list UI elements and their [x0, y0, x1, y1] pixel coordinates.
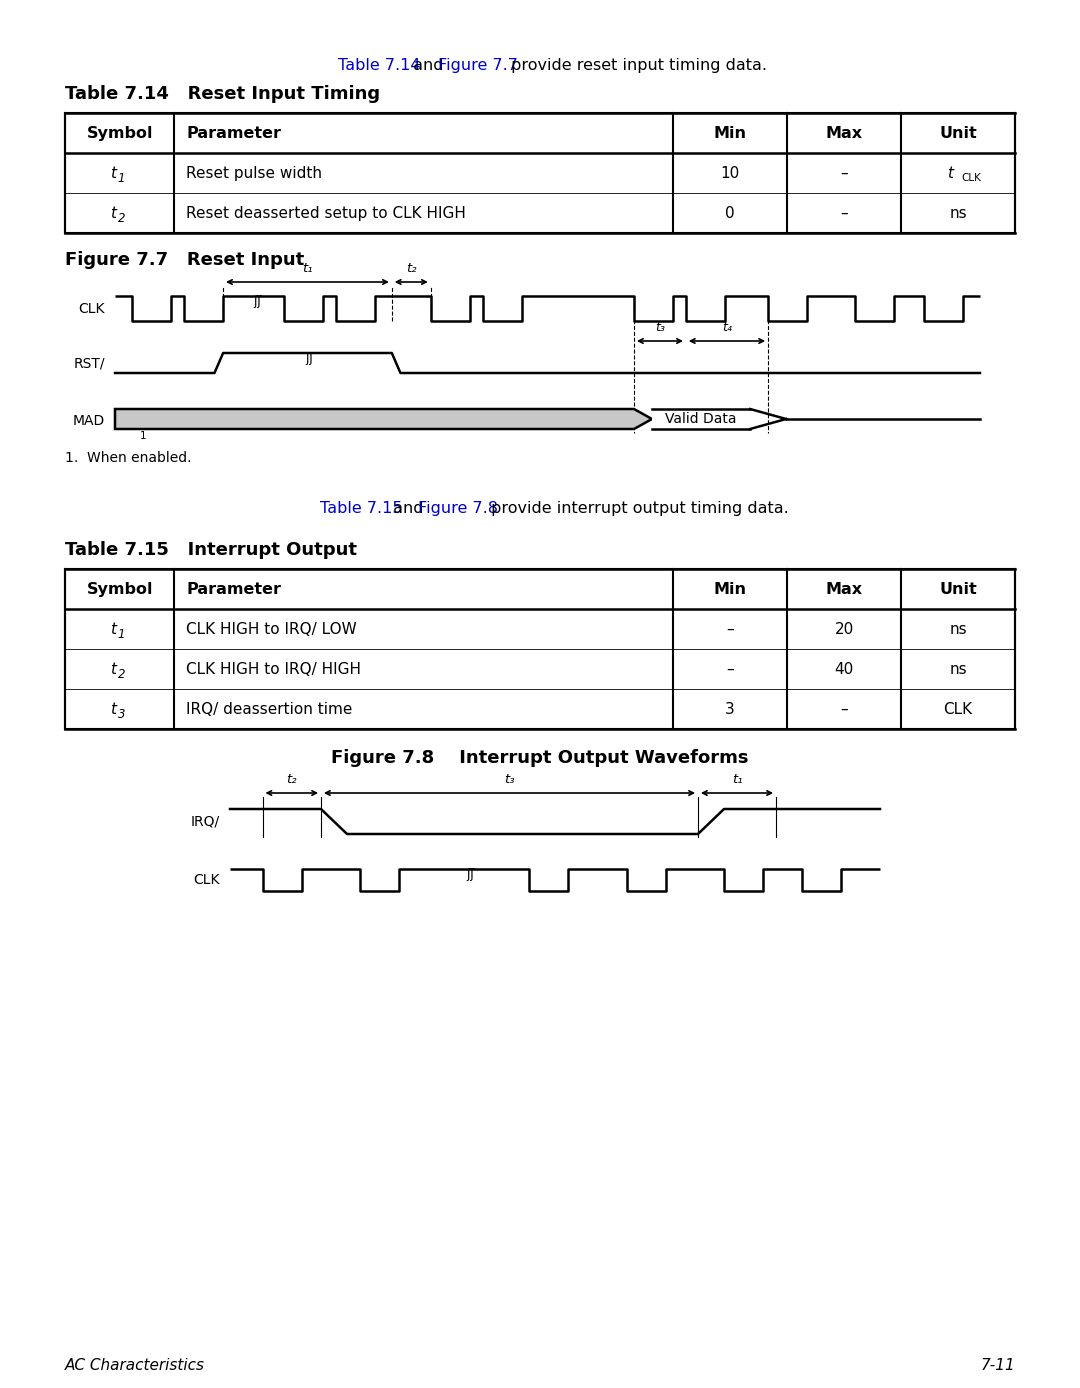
Text: Figure 7.8    Interrupt Output Waveforms: Figure 7.8 Interrupt Output Waveforms: [332, 750, 748, 768]
Text: CLK: CLK: [944, 701, 973, 716]
Text: Min: Min: [714, 582, 746, 597]
Text: AC Characteristics: AC Characteristics: [65, 1357, 205, 1373]
Text: Reset deasserted setup to CLK HIGH: Reset deasserted setup to CLK HIGH: [186, 205, 467, 221]
Text: Parameter: Parameter: [186, 125, 281, 140]
Text: provide reset input timing data.: provide reset input timing data.: [507, 58, 768, 74]
Text: –: –: [840, 701, 848, 716]
Text: Parameter: Parameter: [186, 582, 281, 597]
Text: Unit: Unit: [940, 582, 977, 597]
Text: 0: 0: [725, 205, 734, 221]
Text: IRQ/: IRQ/: [191, 815, 220, 829]
Text: RST/: RST/: [73, 355, 105, 371]
Text: ʃʃ: ʃʃ: [467, 868, 475, 881]
Text: CLK: CLK: [961, 174, 981, 183]
Text: t: t: [110, 662, 116, 676]
Text: t: t: [110, 622, 116, 637]
Text: t: t: [947, 165, 953, 180]
Text: Table 7.15   Interrupt Output: Table 7.15 Interrupt Output: [65, 541, 357, 559]
Text: –: –: [840, 205, 848, 221]
Text: IRQ/ deassertion time: IRQ/ deassertion time: [186, 701, 353, 716]
Text: t₄: t₄: [723, 321, 732, 335]
Text: Table 7.15: Table 7.15: [320, 501, 402, 516]
Polygon shape: [114, 409, 652, 429]
Text: Valid Data: Valid Data: [665, 412, 737, 426]
Text: ʃʃ: ʃʃ: [254, 296, 262, 308]
Text: Figure 7.7   Reset Input: Figure 7.7 Reset Input: [65, 251, 305, 269]
Text: 1.  When enabled.: 1. When enabled.: [65, 451, 191, 465]
Text: ʃʃ: ʃʃ: [306, 353, 314, 365]
Text: 1: 1: [140, 432, 147, 441]
Text: and: and: [408, 58, 449, 74]
Text: 2: 2: [118, 668, 125, 680]
Text: Max: Max: [825, 125, 863, 140]
Text: t₂: t₂: [406, 262, 417, 275]
Text: 10: 10: [720, 165, 740, 180]
Text: t₁: t₁: [731, 773, 742, 786]
Text: t₂: t₂: [286, 773, 297, 786]
Text: Figure 7.8: Figure 7.8: [418, 501, 498, 516]
Text: 40: 40: [835, 662, 853, 676]
Text: provide interrupt output timing data.: provide interrupt output timing data.: [486, 501, 788, 516]
Text: CLK: CLK: [193, 873, 220, 887]
Text: Symbol: Symbol: [86, 582, 153, 597]
Text: Reset pulse width: Reset pulse width: [186, 165, 322, 180]
Text: t₃: t₃: [654, 321, 665, 335]
Text: CLK: CLK: [79, 301, 105, 315]
Text: Table 7.14   Reset Input Timing: Table 7.14 Reset Input Timing: [65, 85, 380, 103]
Text: CLK HIGH to IRQ/ HIGH: CLK HIGH to IRQ/ HIGH: [186, 662, 361, 676]
Text: –: –: [726, 622, 733, 637]
Text: 20: 20: [835, 622, 853, 637]
Text: t: t: [110, 701, 116, 716]
Text: 2: 2: [118, 211, 125, 225]
Text: 3: 3: [725, 701, 734, 716]
Text: Symbol: Symbol: [86, 125, 153, 140]
Text: MAD: MAD: [72, 414, 105, 428]
Bar: [65, 112, 1015, 233]
Text: ns: ns: [949, 622, 967, 637]
Bar: [652, 409, 751, 429]
Text: CLK HIGH to IRQ/ LOW: CLK HIGH to IRQ/ LOW: [186, 622, 357, 637]
Text: Figure 7.7: Figure 7.7: [438, 58, 518, 74]
Text: Max: Max: [825, 582, 863, 597]
Text: ns: ns: [949, 662, 967, 676]
Text: 3: 3: [118, 708, 125, 720]
Text: t: t: [110, 205, 116, 221]
Bar: [65, 569, 1015, 729]
Text: –: –: [840, 165, 848, 180]
Text: t₃: t₃: [504, 773, 515, 786]
Text: 1: 1: [118, 627, 125, 640]
Text: –: –: [726, 662, 733, 676]
Text: t₁: t₁: [302, 262, 313, 275]
Text: and: and: [388, 501, 428, 516]
Text: 1: 1: [118, 172, 125, 185]
Text: 7-11: 7-11: [981, 1357, 1015, 1373]
Text: ns: ns: [949, 205, 967, 221]
Text: Min: Min: [714, 125, 746, 140]
Text: t: t: [110, 165, 116, 180]
Text: Table 7.14: Table 7.14: [338, 58, 421, 74]
Text: Unit: Unit: [940, 125, 977, 140]
